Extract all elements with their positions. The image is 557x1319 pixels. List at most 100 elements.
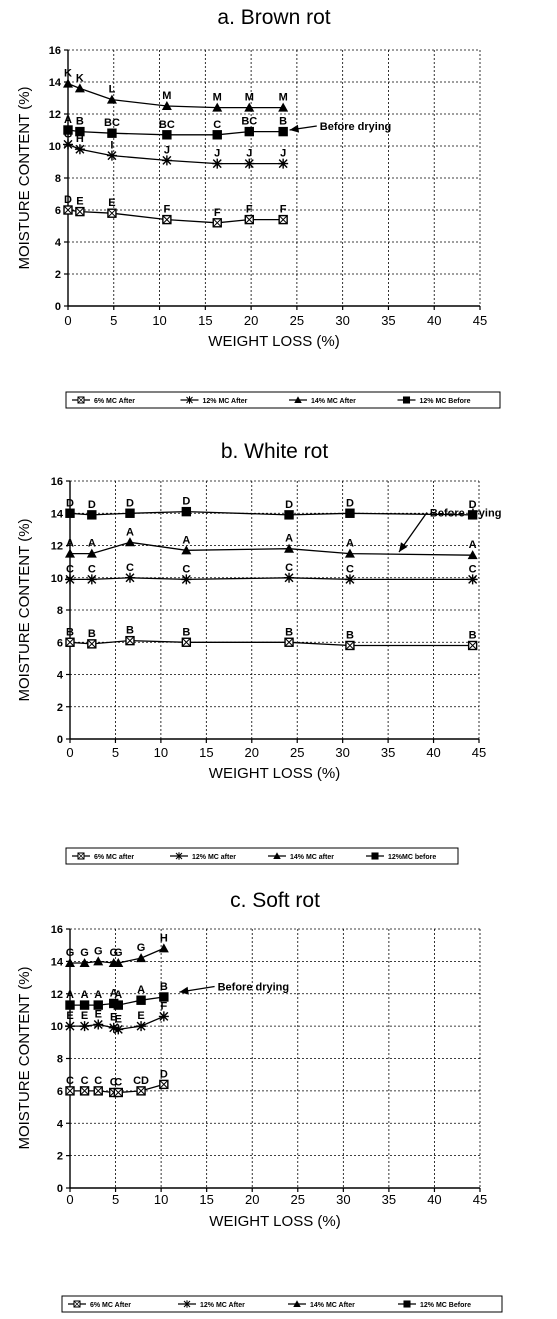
x-axis-label: WEIGHT LOSS (%) (209, 1213, 340, 1230)
legend-marker (175, 852, 183, 860)
legend-marker (185, 396, 194, 404)
legend-marker-group (371, 852, 379, 860)
data-point (65, 1000, 75, 1010)
data-point (467, 550, 478, 560)
legend-label: 14% MC After (310, 1302, 355, 1309)
legend-marker-group (294, 396, 302, 403)
series-1: D E EF F F F (63, 194, 288, 228)
y-tick-label: 8 (55, 173, 61, 185)
legend-label: 6% MC after (94, 854, 134, 861)
point-letter-label: B (88, 628, 96, 640)
legend-marker-group (77, 396, 85, 404)
point-letter-label: B (160, 981, 168, 993)
y-tick-label: 16 (51, 924, 63, 936)
y-tick-label: 16 (51, 476, 63, 488)
data-point-x2 (93, 1086, 103, 1096)
x-tick-label: 45 (473, 313, 487, 328)
point-letter-label: A (114, 989, 122, 1001)
data-point (124, 572, 135, 583)
data-point (74, 83, 85, 93)
point-letter-label: M (162, 90, 171, 102)
legend-marker-group (402, 396, 411, 404)
legend-label: 12% MC after (192, 854, 236, 861)
data-point (79, 1000, 90, 1010)
legend-label: 14% MC After (311, 398, 356, 405)
y-tick-label: 8 (57, 1054, 63, 1066)
data-point (65, 548, 75, 558)
data-point (65, 508, 75, 518)
point-letter-label: A (110, 987, 118, 999)
legend-box (61, 1295, 503, 1313)
point-letter-label: D (160, 1068, 168, 1080)
data-point-x2 (80, 1086, 89, 1096)
data-point (162, 130, 172, 140)
x-tick-label: 25 (290, 745, 304, 760)
x-tick-label: 0 (66, 1192, 73, 1207)
x-tick-label: 40 (426, 745, 440, 760)
x-tick-label: 35 (382, 1192, 396, 1207)
point-letter-label: D (88, 499, 96, 511)
data-point (244, 102, 255, 112)
data-point-x2 (65, 1086, 75, 1096)
point-letter-label: B (76, 116, 84, 128)
legend: 6% MC After 12% MC After 14% MC After 12% M… (61, 1295, 503, 1313)
y-tick-label: 6 (55, 205, 61, 217)
point-letter-label: F (246, 204, 253, 216)
legend-marker-group (185, 396, 194, 404)
point-letter-label: M (279, 92, 288, 104)
y-axis-label: MOISTURE CONTENT (%) (16, 86, 33, 269)
chart-title: a. Brown rot (217, 6, 330, 29)
point-letter-label: E (76, 196, 83, 208)
x-tick-label: 20 (245, 1192, 259, 1207)
chart-title: b. White rot (221, 440, 329, 463)
data-point-x2 (75, 207, 85, 216)
y-tick-label: 2 (55, 269, 61, 281)
data-point-x2 (87, 639, 97, 649)
data-point (278, 158, 289, 169)
x-axis-label: WEIGHT LOSS (%) (209, 765, 340, 782)
chart-panel-3: c. Soft rot 0 2 4 6 8 10 12 14 16 0 5 10 15 20 25 30 35 40… (16, 889, 503, 1313)
y-tick-label: 4 (57, 670, 64, 682)
point-letter-label: M (213, 92, 222, 104)
legend-marker (273, 852, 281, 859)
legend-label: 6% MC After (90, 1302, 131, 1309)
data-point (244, 158, 255, 169)
data-point (65, 574, 75, 585)
data-point (113, 1000, 123, 1010)
y-tick-label: 14 (49, 77, 62, 89)
point-letter-label: E (108, 197, 115, 209)
y-tick-label: 8 (57, 605, 63, 617)
point-letter-label: J (280, 148, 286, 160)
point-letter-label: G (80, 947, 89, 959)
legend-marker (402, 396, 411, 404)
y-tick-label: 4 (55, 237, 62, 249)
data-point-x2 (244, 215, 254, 224)
legend-marker-group (403, 1300, 411, 1308)
point-letter-label: M (245, 92, 254, 104)
point-letter-label: E (110, 1012, 117, 1024)
legend-marker-group (77, 852, 85, 860)
data-point (284, 572, 295, 583)
data-point (244, 126, 254, 137)
x-tick-label: 35 (381, 313, 395, 328)
x-tick-label: 25 (290, 313, 304, 328)
grid (70, 480, 480, 739)
point-letter-label: H (76, 133, 84, 145)
x-tick-label: 0 (66, 745, 73, 760)
data-point (136, 1021, 147, 1032)
point-letter-label: E (81, 1010, 88, 1022)
x-tick-label: 35 (381, 745, 395, 760)
point-letter-label: BC (241, 116, 257, 128)
point-letter-label: E (137, 1010, 144, 1022)
legend-label: 14% MC after (290, 854, 334, 861)
legend-marker-group (293, 1300, 301, 1307)
point-letter-label: A (66, 989, 74, 1001)
legend-box (65, 847, 459, 865)
legend-label: 12% MC Before (420, 398, 471, 405)
y-tick-label: 16 (49, 45, 61, 57)
data-point (344, 574, 355, 585)
data-point (106, 94, 117, 104)
